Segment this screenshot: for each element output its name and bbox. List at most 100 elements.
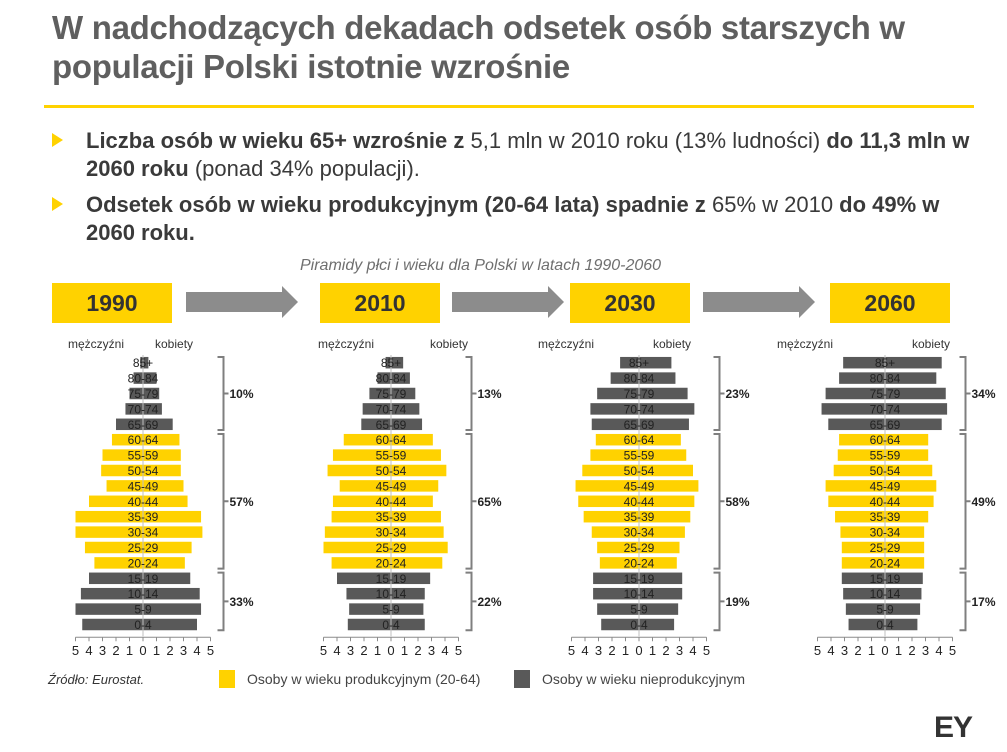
age-label: 0-4 <box>382 618 400 632</box>
bar-women <box>391 618 425 631</box>
bar-women <box>885 418 942 431</box>
bar-men <box>835 510 885 523</box>
bar-women <box>885 572 923 585</box>
bar-women <box>143 587 200 600</box>
x-tick-label: 4 <box>85 643 92 658</box>
bullet-list: Liczba osób w wieku 65+ wzrośnie z 5,1 m… <box>48 127 988 255</box>
group-share-label: 10% <box>230 387 254 401</box>
age-label: 30-34 <box>870 526 901 540</box>
bar-men <box>825 387 885 400</box>
bar-men <box>582 464 639 477</box>
bar-women <box>391 541 448 554</box>
bar-men <box>845 603 885 615</box>
title-underline <box>44 105 974 108</box>
bullet-text: (ponad 34% populacji). <box>188 156 420 181</box>
pyramid-2010: 85+80-8475-7970-7465-6960-6455-5950-5445… <box>320 355 502 658</box>
age-label: 70-74 <box>870 402 901 416</box>
x-tick-label: 3 <box>595 643 602 658</box>
x-tick-label: 4 <box>193 643 200 658</box>
bar-men <box>841 541 885 554</box>
bar-men <box>597 541 639 554</box>
bullet-bold-text: Odsetek osób w wieku produkcyjnym (20-64… <box>86 192 706 217</box>
year-box-2010: 2010 <box>320 283 440 323</box>
bar-women <box>639 433 681 446</box>
bar-women <box>639 449 687 461</box>
bar-women <box>885 510 929 523</box>
x-tick-label: 0 <box>881 643 888 658</box>
group-bracket <box>465 571 477 632</box>
age-label: 50-54 <box>870 464 901 478</box>
x-tick-label: 3 <box>180 643 187 658</box>
bar-women <box>143 557 185 569</box>
x-tick-label: 0 <box>139 643 146 658</box>
page-title: W nadchodzących dekadach odsetek osób st… <box>52 9 905 85</box>
gender-label-men: mężczyźni <box>318 337 375 351</box>
bar-men <box>331 557 391 569</box>
x-tick-label: 4 <box>441 643 448 658</box>
bar-women <box>885 557 925 569</box>
bar-men <box>575 480 639 492</box>
age-label: 55-59 <box>376 449 407 463</box>
bar-women <box>143 541 192 554</box>
bar-men <box>101 464 143 477</box>
x-tick-label: 2 <box>414 643 421 658</box>
bar-men <box>591 526 639 538</box>
age-label: 75-79 <box>376 387 407 401</box>
bar-women <box>143 618 197 631</box>
age-label: 25-29 <box>128 541 159 555</box>
bar-men <box>833 464 885 477</box>
x-tick-label: 3 <box>428 643 435 658</box>
age-label: 80-84 <box>870 372 901 386</box>
bar-women <box>143 449 181 461</box>
group-bracket <box>217 356 229 431</box>
bar-men <box>347 618 391 631</box>
source-note: Źródło: Eurostat. <box>48 672 145 687</box>
bar-men <box>339 480 391 492</box>
age-label: 30-34 <box>128 526 159 540</box>
bar-women <box>639 510 691 523</box>
x-tick-label: 5 <box>703 643 710 658</box>
age-label: 45-49 <box>376 479 407 493</box>
bar-men <box>323 541 391 554</box>
gender-label-women: kobiety <box>653 337 692 351</box>
age-label: 45-49 <box>624 479 655 493</box>
age-label: 75-79 <box>870 387 901 401</box>
bar-men <box>601 618 639 631</box>
x-tick-label: 2 <box>908 643 915 658</box>
bar-women <box>391 572 431 585</box>
year-box-2030: 2030 <box>570 283 690 323</box>
bullet-item: Liczba osób w wieku 65+ wzrośnie z 5,1 m… <box>48 127 988 183</box>
bar-women <box>143 372 157 384</box>
group-share-label: 57% <box>230 495 254 509</box>
group-share-label: 13% <box>478 387 502 401</box>
x-tick-label: 1 <box>895 643 902 658</box>
x-tick-label: 3 <box>841 643 848 658</box>
bar-men <box>841 557 885 569</box>
age-label: 15-19 <box>128 572 159 586</box>
bar-men <box>111 433 143 446</box>
bar-women <box>885 480 937 492</box>
bar-women <box>143 572 191 585</box>
age-label: 0-4 <box>134 618 152 632</box>
bar-men <box>828 418 885 431</box>
bar-men <box>116 418 143 431</box>
bar-women <box>885 526 925 538</box>
bar-men <box>591 418 639 431</box>
bar-men <box>89 572 143 585</box>
bar-women <box>391 372 410 384</box>
x-tick-label: 5 <box>320 643 327 658</box>
x-tick-label: 5 <box>568 643 575 658</box>
bar-women <box>391 403 420 415</box>
age-label: 15-19 <box>870 572 901 586</box>
bar-men <box>369 387 391 400</box>
age-label: 10-14 <box>624 587 655 601</box>
bar-women <box>143 480 184 492</box>
x-tick-label: 2 <box>854 643 861 658</box>
bar-women <box>885 603 921 615</box>
bar-men <box>599 557 639 569</box>
x-tick-label: 5 <box>814 643 821 658</box>
x-tick-label: 4 <box>935 643 942 658</box>
age-label: 5-9 <box>630 603 648 617</box>
age-label: 65-69 <box>870 418 901 432</box>
group-bracket <box>465 433 477 570</box>
